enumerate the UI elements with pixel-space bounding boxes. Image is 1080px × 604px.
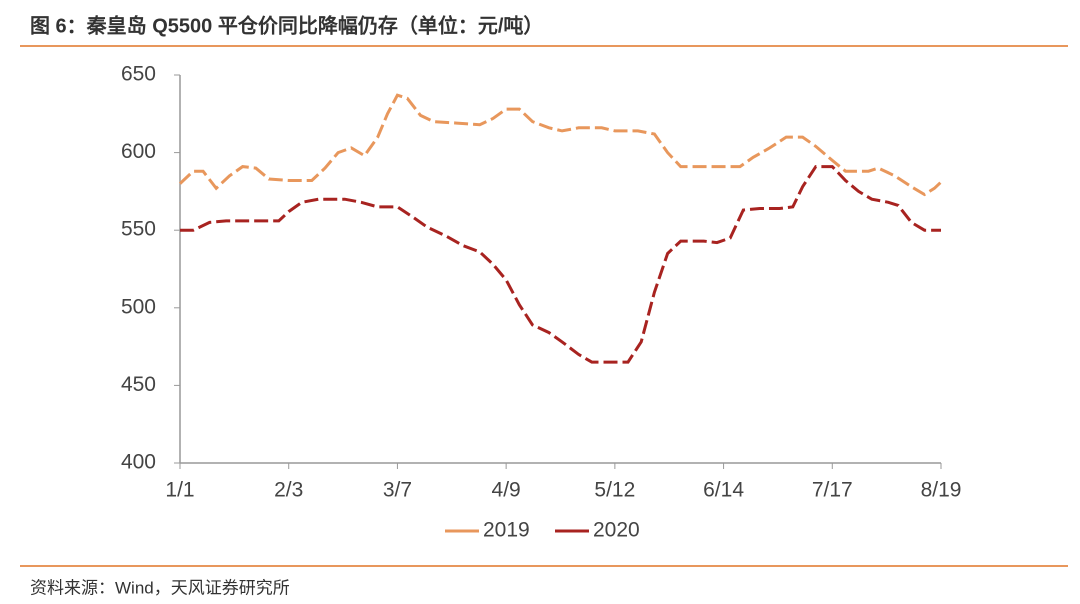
y-tick-label: 500 [121, 295, 156, 318]
y-tick-label: 650 [121, 63, 156, 86]
series-line [180, 165, 941, 364]
x-tick-label: 5/12 [594, 479, 635, 502]
x-tick-label: 3/7 [383, 479, 412, 502]
y-tick-label: 600 [121, 140, 156, 163]
x-tick-label: 2/3 [274, 479, 303, 502]
legend-label: 2020 [593, 519, 640, 542]
x-tick-label: 1/1 [165, 479, 194, 502]
x-tick-label: 6/14 [703, 479, 744, 502]
source-note: 资料来源：Wind，天风证券研究所 [30, 578, 290, 597]
x-tick-label: 4/9 [492, 479, 521, 502]
y-tick-label: 550 [121, 218, 156, 241]
legend-label: 2019 [483, 519, 530, 542]
x-tick-label: 8/19 [921, 479, 962, 502]
y-tick-label: 400 [121, 451, 156, 474]
y-tick-label: 450 [121, 373, 156, 396]
chart-title: 图 6：秦皇岛 Q5500 平仓价同比降幅仍存（单位：元/吨） [30, 13, 543, 37]
x-tick-label: 7/17 [812, 479, 853, 502]
series-line [178, 93, 943, 197]
